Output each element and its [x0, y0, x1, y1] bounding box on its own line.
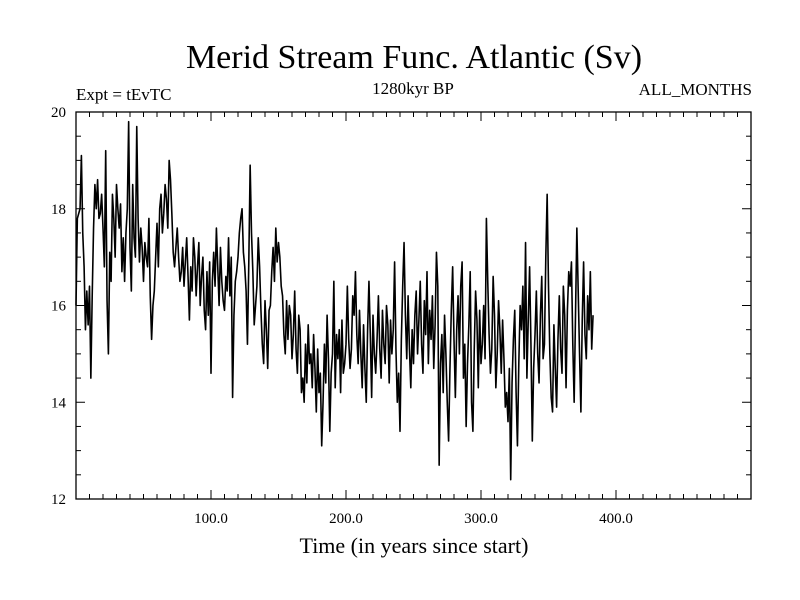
x-tick-label: 400.0 [599, 511, 633, 527]
y-tick-label: 16 [51, 299, 67, 315]
x-tick-label: 300.0 [464, 511, 498, 527]
y-tick-label: 20 [51, 105, 66, 121]
x-axis-label: Time (in years since start) [300, 533, 529, 558]
period-label: 1280kyr BP [372, 79, 454, 98]
y-axis: 12 14 16 18 20 [51, 105, 751, 508]
chart-title: Merid Stream Func. Atlantic (Sv) [186, 39, 642, 76]
y-tick-label: 12 [51, 492, 66, 508]
series-line [75, 120, 594, 481]
expt-label: Expt = tEvTC [76, 85, 172, 104]
x-axis: 100.0 200.0 300.0 400.0 [89, 112, 738, 527]
y-tick-label: 14 [51, 395, 67, 411]
y-tick-label: 18 [51, 202, 66, 218]
months-label: ALL_MONTHS [639, 80, 752, 99]
series-layer [75, 120, 594, 481]
plot-frame [75, 111, 752, 500]
x-tick-label: 100.0 [194, 511, 228, 527]
x-tick-label: 200.0 [329, 511, 363, 527]
